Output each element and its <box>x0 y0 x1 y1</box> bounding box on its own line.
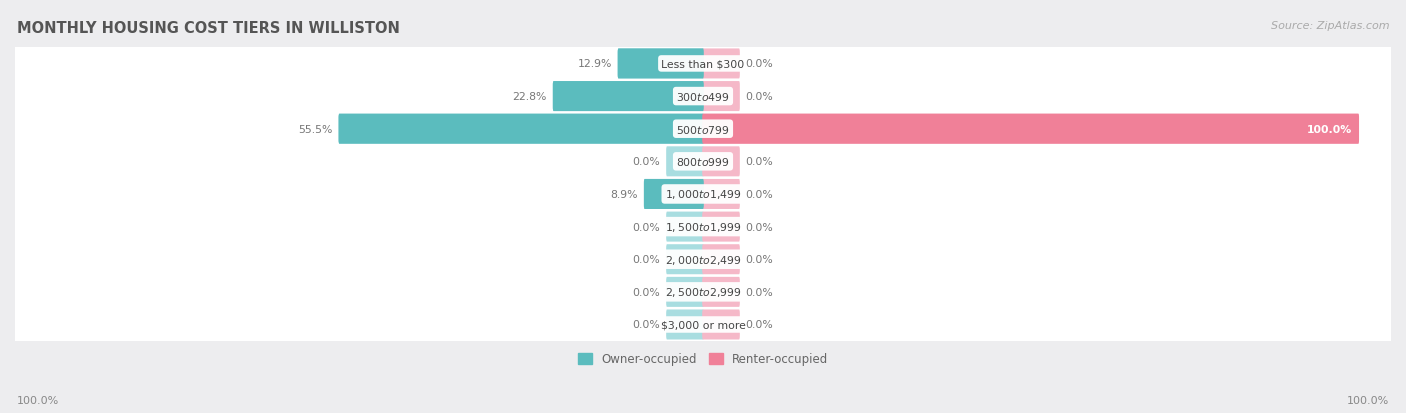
FancyBboxPatch shape <box>702 114 1360 145</box>
Text: 8.9%: 8.9% <box>610 190 638 199</box>
Text: 0.0%: 0.0% <box>745 287 773 297</box>
FancyBboxPatch shape <box>666 212 704 242</box>
Text: $2,000 to $2,499: $2,000 to $2,499 <box>665 253 741 266</box>
Text: 0.0%: 0.0% <box>745 190 773 199</box>
FancyBboxPatch shape <box>14 210 1392 244</box>
FancyBboxPatch shape <box>666 244 704 275</box>
FancyBboxPatch shape <box>702 310 740 339</box>
FancyBboxPatch shape <box>14 145 1392 179</box>
FancyBboxPatch shape <box>666 277 704 307</box>
Text: 0.0%: 0.0% <box>633 254 661 265</box>
FancyBboxPatch shape <box>339 114 704 145</box>
Text: Source: ZipAtlas.com: Source: ZipAtlas.com <box>1271 21 1389 31</box>
FancyBboxPatch shape <box>14 177 1392 212</box>
Text: 55.5%: 55.5% <box>298 124 333 134</box>
FancyBboxPatch shape <box>702 49 740 79</box>
FancyBboxPatch shape <box>644 180 704 209</box>
Text: 22.8%: 22.8% <box>513 92 547 102</box>
FancyBboxPatch shape <box>666 147 704 177</box>
Text: 100.0%: 100.0% <box>17 395 59 405</box>
FancyBboxPatch shape <box>702 180 740 209</box>
Text: 0.0%: 0.0% <box>745 92 773 102</box>
FancyBboxPatch shape <box>553 82 704 112</box>
Text: $1,000 to $1,499: $1,000 to $1,499 <box>665 188 741 201</box>
FancyBboxPatch shape <box>702 114 1360 145</box>
Text: 12.9%: 12.9% <box>578 59 612 69</box>
Text: 0.0%: 0.0% <box>745 254 773 265</box>
Text: $300 to $499: $300 to $499 <box>676 91 730 103</box>
Text: 0.0%: 0.0% <box>633 157 661 167</box>
Text: $800 to $999: $800 to $999 <box>676 156 730 168</box>
FancyBboxPatch shape <box>553 82 704 112</box>
Text: $2,500 to $2,999: $2,500 to $2,999 <box>665 286 741 299</box>
Text: $3,000 or more: $3,000 or more <box>661 320 745 330</box>
Text: 100.0%: 100.0% <box>1347 395 1389 405</box>
Text: 0.0%: 0.0% <box>745 222 773 232</box>
Text: 0.0%: 0.0% <box>633 222 661 232</box>
Legend: Owner-occupied, Renter-occupied: Owner-occupied, Renter-occupied <box>572 348 834 370</box>
Text: $1,500 to $1,999: $1,500 to $1,999 <box>665 221 741 233</box>
Text: 0.0%: 0.0% <box>745 157 773 167</box>
FancyBboxPatch shape <box>14 112 1392 147</box>
Text: $500 to $799: $500 to $799 <box>676 123 730 135</box>
FancyBboxPatch shape <box>644 180 704 209</box>
FancyBboxPatch shape <box>702 147 740 177</box>
FancyBboxPatch shape <box>14 80 1392 114</box>
FancyBboxPatch shape <box>702 212 740 242</box>
Text: Less than $300: Less than $300 <box>661 59 745 69</box>
FancyBboxPatch shape <box>14 242 1392 277</box>
Text: 0.0%: 0.0% <box>633 287 661 297</box>
FancyBboxPatch shape <box>702 244 740 275</box>
FancyBboxPatch shape <box>14 47 1392 81</box>
FancyBboxPatch shape <box>339 114 704 145</box>
FancyBboxPatch shape <box>666 310 704 339</box>
Text: 100.0%: 100.0% <box>1306 124 1351 134</box>
FancyBboxPatch shape <box>702 277 740 307</box>
FancyBboxPatch shape <box>617 49 704 79</box>
FancyBboxPatch shape <box>702 82 740 112</box>
Text: 0.0%: 0.0% <box>745 320 773 330</box>
FancyBboxPatch shape <box>617 49 704 79</box>
FancyBboxPatch shape <box>14 307 1392 342</box>
Text: 0.0%: 0.0% <box>745 59 773 69</box>
FancyBboxPatch shape <box>14 275 1392 309</box>
Text: MONTHLY HOUSING COST TIERS IN WILLISTON: MONTHLY HOUSING COST TIERS IN WILLISTON <box>17 21 399 36</box>
Text: 0.0%: 0.0% <box>633 320 661 330</box>
